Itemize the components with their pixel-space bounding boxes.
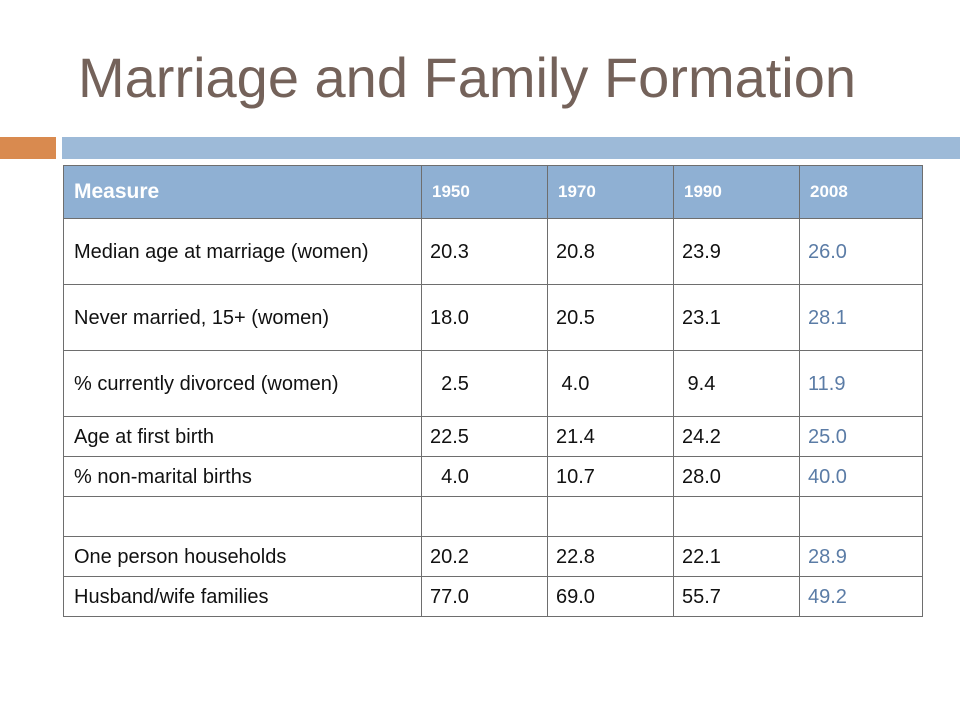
cell-2008 <box>799 496 923 537</box>
cell-2008: 40.0 <box>799 456 923 497</box>
table-header-row: Measure 1950 1970 1990 2008 <box>63 165 923 219</box>
header-year-1950: 1950 <box>421 165 548 219</box>
cell-2008: 49.2 <box>799 576 923 617</box>
cell-1950: 20.2 <box>421 536 548 577</box>
table-row: Husband/wife families 77.0 69.0 55.7 49.… <box>63 576 923 617</box>
table-row: One person households 20.2 22.8 22.1 28.… <box>63 536 923 577</box>
row-label: Husband/wife families <box>63 576 422 617</box>
row-label: One person households <box>63 536 422 577</box>
marriage-family-table: Measure 1950 1970 1990 2008 Median age a… <box>63 165 923 617</box>
header-year-1990: 1990 <box>673 165 800 219</box>
cell-1990: 23.1 <box>673 284 800 351</box>
cell-1970: 4.0 <box>547 350 674 417</box>
accent-bar-orange <box>0 137 56 159</box>
cell-2008: 25.0 <box>799 416 923 457</box>
cell-1970: 20.5 <box>547 284 674 351</box>
cell-2008: 28.1 <box>799 284 923 351</box>
cell-2008: 26.0 <box>799 218 923 285</box>
cell-1970: 20.8 <box>547 218 674 285</box>
cell-1990: 28.0 <box>673 456 800 497</box>
cell-1990 <box>673 496 800 537</box>
cell-1970: 22.8 <box>547 536 674 577</box>
cell-1990: 55.7 <box>673 576 800 617</box>
row-label: % non-marital births <box>63 456 422 497</box>
cell-1970: 10.7 <box>547 456 674 497</box>
cell-1970 <box>547 496 674 537</box>
cell-1990: 23.9 <box>673 218 800 285</box>
row-label: % currently divorced (women) <box>63 350 422 417</box>
table-row-empty <box>63 496 923 537</box>
table-row: % non-marital births 4.0 10.7 28.0 40.0 <box>63 456 923 497</box>
cell-1990: 22.1 <box>673 536 800 577</box>
cell-1990: 9.4 <box>673 350 800 417</box>
cell-1950 <box>421 496 548 537</box>
table-row: Age at first birth 22.5 21.4 24.2 25.0 <box>63 416 923 457</box>
row-label <box>63 496 422 537</box>
table-row: % currently divorced (women) 2.5 4.0 9.4… <box>63 350 923 417</box>
cell-2008: 11.9 <box>799 350 923 417</box>
slide-title: Marriage and Family Formation <box>78 46 857 109</box>
cell-1950: 77.0 <box>421 576 548 617</box>
cell-1950: 2.5 <box>421 350 548 417</box>
row-label: Median age at marriage (women) <box>63 218 422 285</box>
cell-1950: 18.0 <box>421 284 548 351</box>
header-year-1970: 1970 <box>547 165 674 219</box>
cell-1950: 20.3 <box>421 218 548 285</box>
cell-1970: 69.0 <box>547 576 674 617</box>
row-label: Never married, 15+ (women) <box>63 284 422 351</box>
row-label: Age at first birth <box>63 416 422 457</box>
cell-1950: 4.0 <box>421 456 548 497</box>
table-row: Never married, 15+ (women) 18.0 20.5 23.… <box>63 284 923 351</box>
header-measure: Measure <box>63 165 422 219</box>
cell-1950: 22.5 <box>421 416 548 457</box>
accent-bar-blue <box>62 137 960 159</box>
cell-1970: 21.4 <box>547 416 674 457</box>
header-year-2008: 2008 <box>799 165 923 219</box>
table-row: Median age at marriage (women) 20.3 20.8… <box>63 218 923 285</box>
cell-1990: 24.2 <box>673 416 800 457</box>
cell-2008: 28.9 <box>799 536 923 577</box>
